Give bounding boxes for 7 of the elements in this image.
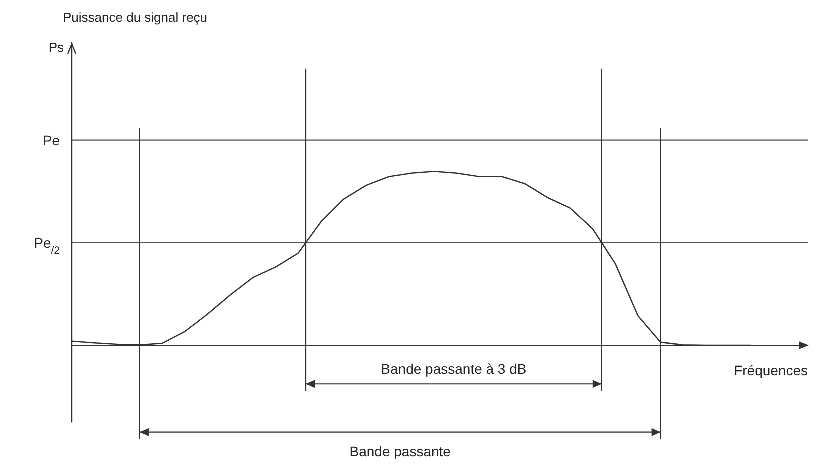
text: Bande passante à 3 dB <box>381 361 527 378</box>
text: Bande passante <box>350 443 452 460</box>
text: Ps <box>48 40 64 55</box>
ref-line-label: Pe <box>42 132 60 148</box>
chart-title: Puissance du signal reçu <box>63 10 208 25</box>
x-axis-title: Fréquences <box>734 362 808 379</box>
ref-line-label: Pe$_{/2}$ <box>34 234 60 257</box>
